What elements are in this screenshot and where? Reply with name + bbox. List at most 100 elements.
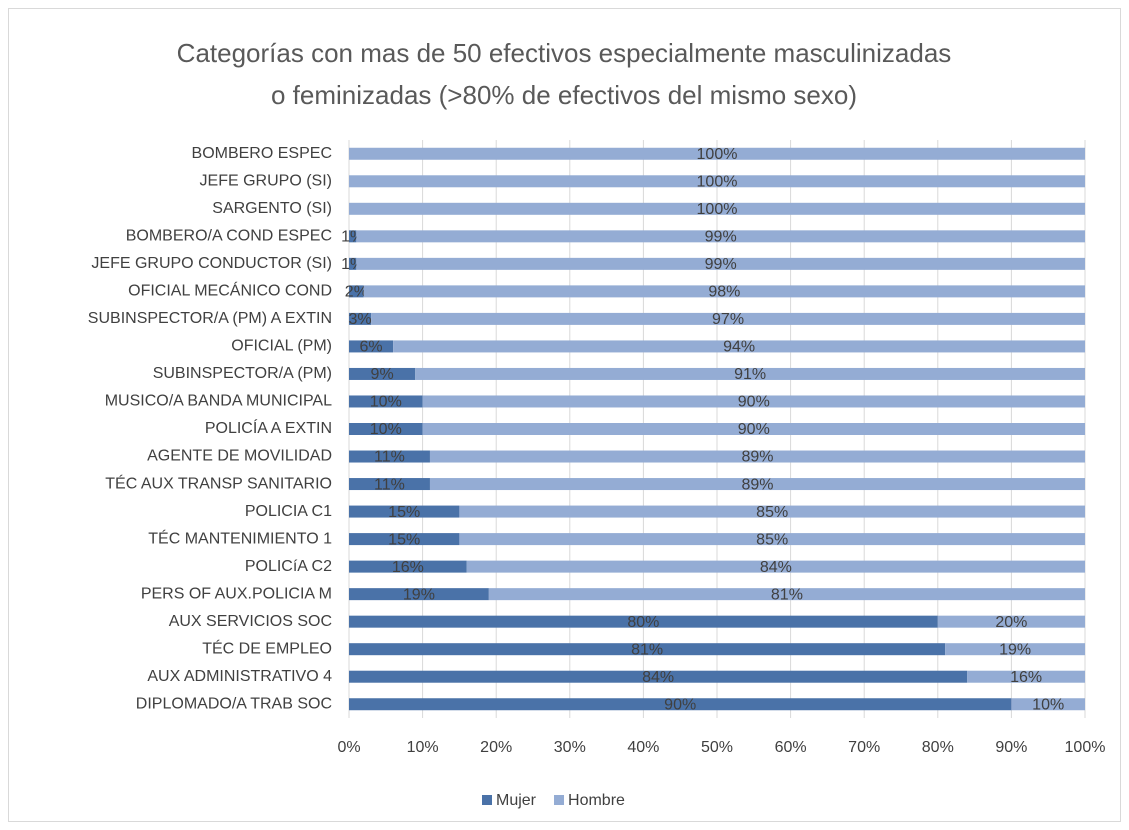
bar-segment: [349, 505, 460, 518]
data-label: 90%: [738, 421, 770, 438]
bar-segment: [393, 340, 1085, 353]
bar-segment: [415, 367, 1085, 380]
y-tick-label: POLICíA C2: [245, 558, 332, 575]
y-tick-label: DIPLOMADO/A TRAB SOC: [136, 695, 332, 712]
data-label: 84%: [642, 669, 674, 686]
bar-segment: [349, 285, 364, 298]
data-label: 98%: [708, 284, 740, 301]
bar-segment: [349, 175, 1085, 188]
bar-segment: [349, 230, 357, 243]
bar-segment: [349, 147, 1085, 160]
data-label: 16%: [1010, 669, 1042, 686]
data-label: 9%: [371, 366, 394, 383]
legend-label: Mujer: [496, 792, 537, 809]
y-tick-label: JEFE GRUPO CONDUCTOR (SI): [91, 255, 332, 272]
data-label: 85%: [756, 504, 788, 521]
data-label: 90%: [664, 696, 696, 713]
data-label: 99%: [705, 256, 737, 273]
data-label: 94%: [723, 339, 755, 356]
bar-segment: [349, 395, 423, 408]
y-tick-label: SARGENTO (SI): [212, 200, 332, 217]
data-label: 6%: [360, 339, 383, 356]
data-label: 16%: [392, 559, 424, 576]
y-tick-label: AGENTE DE MOVILIDAD: [147, 448, 332, 465]
chart-border: [8, 8, 1121, 822]
y-tick-label: SUBINSPECTOR/A (PM) A EXTIN: [88, 310, 332, 327]
bar-segment: [349, 560, 467, 573]
data-label: 91%: [734, 366, 766, 383]
bar-segment: [371, 312, 1086, 325]
y-tick-label: MUSICO/A BANDA MUNICIPAL: [105, 393, 332, 410]
data-label: 97%: [712, 311, 744, 328]
bar-segment: [349, 202, 1085, 215]
bar-segment: [429, 478, 1086, 491]
y-tick-label: AUX ADMINISTRATIVO 4: [147, 668, 332, 685]
y-tick-label: TÉC MANTENIMIENTO 1: [148, 528, 332, 547]
data-label: 19%: [999, 641, 1031, 658]
bar-segment: [349, 698, 1012, 711]
legend-swatch: [482, 795, 492, 805]
data-label: 90%: [738, 394, 770, 411]
x-tick-label: 90%: [995, 739, 1027, 756]
data-label: 89%: [741, 449, 773, 466]
bar-segment: [349, 670, 968, 683]
bar-segment: [937, 615, 1085, 628]
bar-segment: [459, 505, 1085, 518]
bar-segment: [429, 450, 1086, 463]
y-tick-label: TÉC AUX TRANSP SANITARIO: [105, 473, 332, 492]
x-tick-label: 10%: [407, 739, 439, 756]
data-label: 11%: [374, 476, 405, 493]
data-label: 3%: [348, 311, 371, 328]
bar-segment: [349, 533, 460, 546]
bar-segment: [349, 478, 430, 491]
bar-segment: [349, 367, 416, 380]
bar-segment: [488, 588, 1086, 601]
data-label: 84%: [760, 559, 792, 576]
bar-segment: [945, 643, 1085, 656]
x-tick-label: 70%: [848, 739, 880, 756]
bar-segment: [349, 588, 489, 601]
y-tick-label: TÉC DE EMPLEO: [202, 638, 332, 657]
legend-swatch: [554, 795, 565, 805]
bar-segment: [422, 395, 1086, 408]
bar-segment: [466, 560, 1085, 573]
data-label: 15%: [388, 531, 420, 548]
data-label: 10%: [370, 421, 402, 438]
bar-segment: [363, 285, 1086, 298]
bar-segment: [1011, 698, 1085, 711]
bar-segment: [356, 230, 1085, 243]
bar-segment: [349, 615, 938, 628]
data-label: 15%: [388, 504, 420, 521]
legend-label: Hombre: [568, 792, 625, 809]
bar-segment: [349, 423, 423, 435]
y-tick-label: JEFE GRUPO (SI): [200, 173, 332, 190]
bar-segment: [967, 670, 1085, 683]
data-label: 10%: [1032, 696, 1064, 713]
y-tick-label: AUX SERVICIOS SOC: [169, 613, 332, 630]
x-tick-label: 80%: [922, 739, 954, 756]
data-label: 85%: [756, 531, 788, 548]
x-tick-label: 30%: [554, 739, 586, 756]
y-tick-label: BOMBERO/A COND ESPEC: [126, 228, 332, 245]
data-label: 100%: [697, 201, 738, 218]
y-tick-label: OFICIAL (PM): [231, 338, 332, 355]
bar-segment: [459, 533, 1085, 546]
x-tick-label: 20%: [480, 739, 512, 756]
bar-segment: [349, 643, 946, 656]
bar-segment: [349, 312, 372, 325]
data-label: 11%: [374, 449, 405, 466]
data-label: 81%: [631, 641, 663, 658]
data-label: 80%: [627, 614, 659, 631]
y-tick-label: BOMBERO ESPEC: [192, 145, 332, 162]
x-tick-label: 60%: [775, 739, 807, 756]
data-label: 89%: [741, 476, 773, 493]
data-label: 19%: [403, 586, 435, 603]
data-label: 100%: [697, 174, 738, 191]
data-label: 100%: [697, 146, 738, 163]
x-tick-label: 0%: [337, 739, 360, 756]
data-label: 99%: [705, 229, 737, 246]
x-tick-label: 50%: [701, 739, 733, 756]
x-tick-label: 40%: [627, 739, 659, 756]
